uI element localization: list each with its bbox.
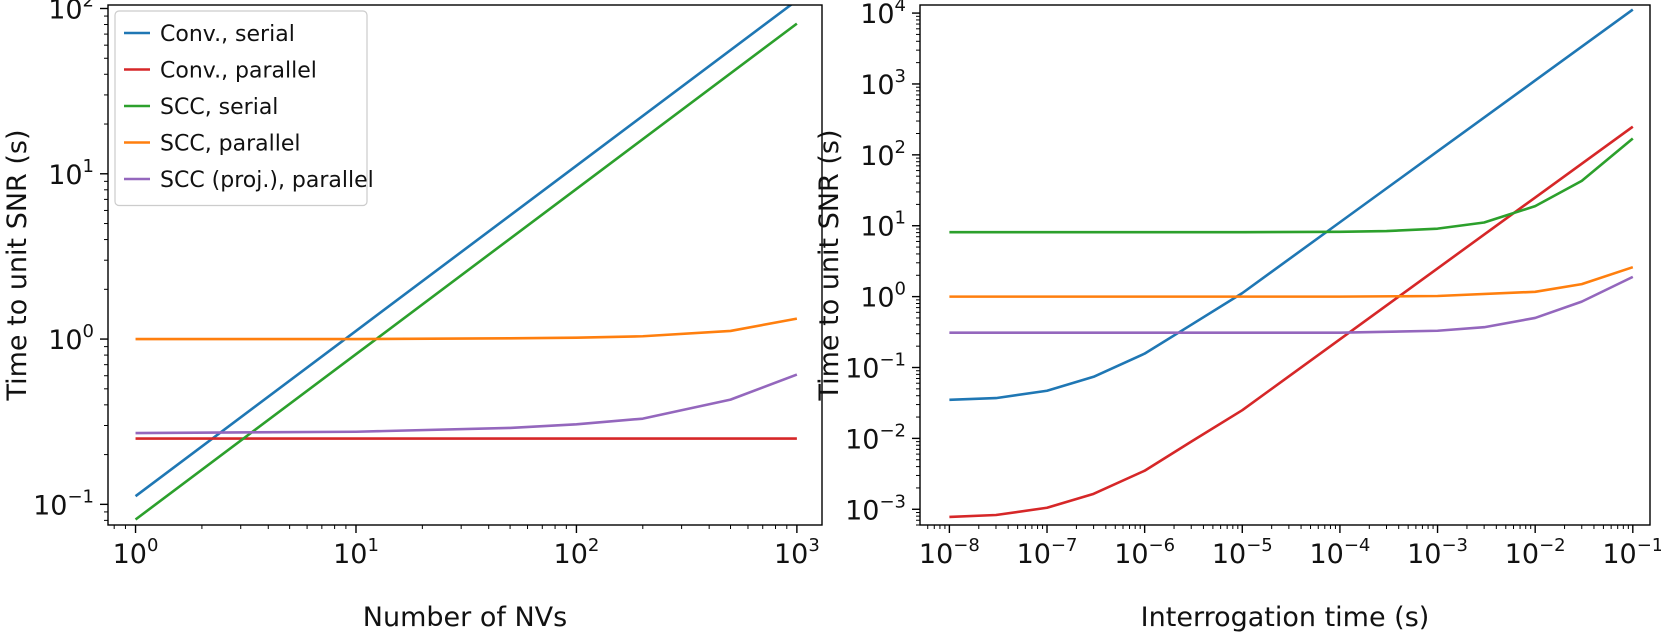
x-tick-label: 10−5 (1212, 535, 1273, 570)
y-tick-label: 10−1 (33, 486, 94, 521)
series-line-conv-serial (949, 8, 1634, 402)
plot-frame (107, 4, 823, 526)
legend-label: SCC, serial (160, 95, 278, 120)
series-line-scc-serial (949, 137, 1634, 234)
series-line-scc-parallel (135, 317, 798, 341)
x-tick-label: 101 (333, 535, 379, 570)
legend-label: SCC (proj.), parallel (160, 168, 374, 193)
x-axis-label: Number of NVs (363, 602, 567, 633)
x-tick-label: 10−2 (1505, 535, 1566, 570)
panel-2: 10−8 10−7 10−6 10−5 10−4 10−3 10−2 10−1 10−3 10−2… (814, 0, 1661, 633)
x-tick-label: 103 (774, 535, 820, 570)
y-tick-label: 10−1 (845, 350, 906, 385)
x-tick-label: 10−4 (1309, 535, 1370, 570)
x-tick-label: 10−7 (1017, 535, 1078, 570)
series-line-scc-serial (134, 22, 798, 521)
y-tick-label: 101 (860, 208, 906, 243)
y-tick-label: 102 (860, 137, 906, 172)
series-line-scc-parallel (949, 265, 1634, 298)
legend-label: SCC, parallel (160, 132, 301, 157)
legend-box (114, 10, 368, 207)
y-tick-label: 10−3 (845, 491, 906, 526)
x-tick-label: 10−1 (1602, 535, 1661, 570)
series-line-conv-parallel (949, 125, 1634, 519)
x-tick-label: 10−8 (919, 535, 980, 570)
y-tick-label: 103 (860, 66, 906, 101)
x-tick-label: 10−3 (1407, 535, 1468, 570)
legend-label: Conv., parallel (160, 59, 317, 84)
x-tick-label: 100 (113, 535, 159, 570)
series-line-scc-proj-parallel (949, 275, 1634, 334)
series-line-conv-serial (134, 5, 793, 498)
series-line-scc-proj-parallel (135, 373, 798, 435)
x-tick-label: 102 (554, 535, 600, 570)
y-tick-label: 102 (48, 0, 94, 26)
y-tick-label: 10−2 (845, 420, 906, 455)
y-tick-label: 101 (48, 156, 94, 191)
y-tick-label: 104 (860, 0, 906, 30)
y-axis-label: Time to unit SNR (s) (814, 129, 845, 401)
x-axis-label: Interrogation time (s) (1141, 602, 1430, 633)
plot-frame (919, 4, 1651, 526)
y-tick-label: 100 (48, 321, 94, 356)
legend-label: Conv., serial (160, 22, 295, 47)
x-tick-label: 10−6 (1114, 535, 1175, 570)
y-axis-label: Time to unit SNR (s) (2, 129, 33, 401)
y-tick-label: 100 (860, 279, 906, 314)
legend: Conv., serial Conv., parallel SCC, serial S… (114, 10, 374, 207)
panel-1: 100 101 102 103 10−1 100 101 102 Number of NVs Ti… (2, 0, 823, 633)
